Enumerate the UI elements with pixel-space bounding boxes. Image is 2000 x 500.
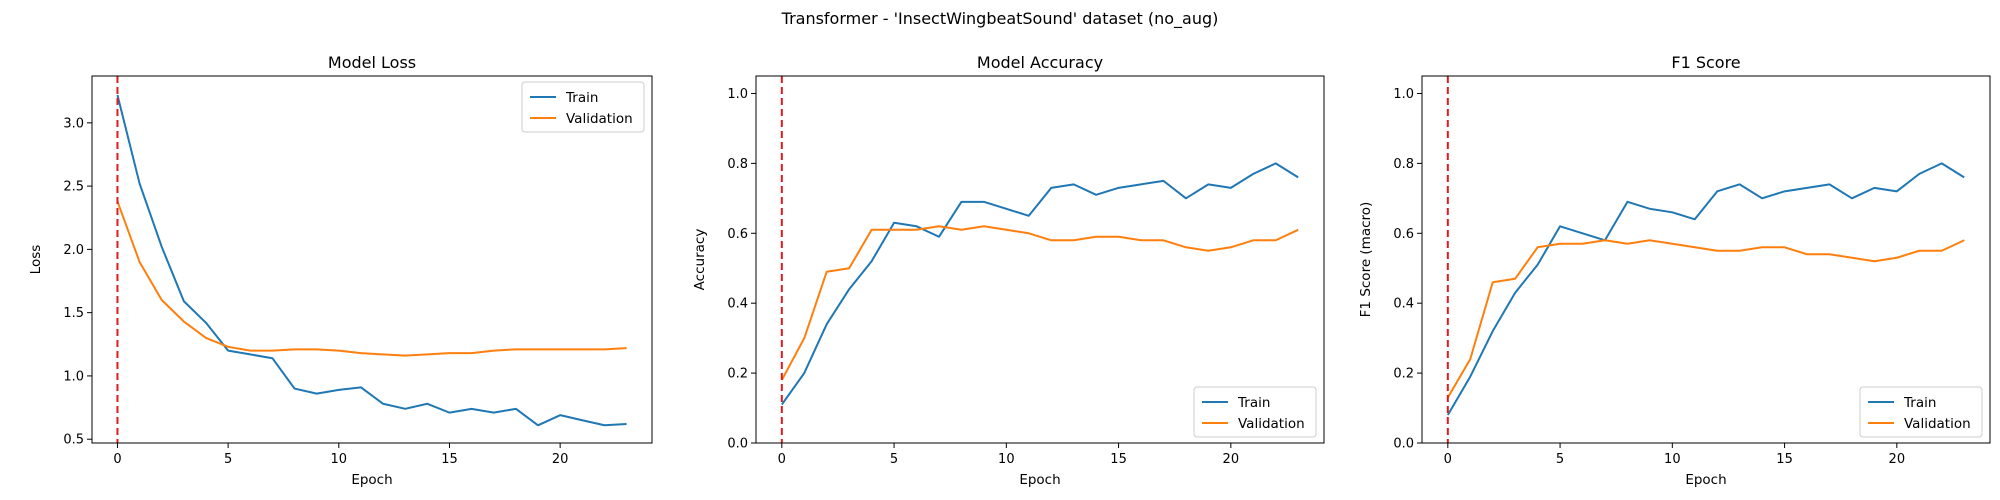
accuracy-chart: 0 5 10 15 20 0.0 0.2 0.4 0.6 0.8 1.0 Model Accurac… xyxy=(692,53,1325,488)
legend-box xyxy=(1193,386,1317,438)
y-tick-label: 2.5 xyxy=(63,180,84,195)
y-tick-label: 0.0 xyxy=(1393,437,1414,452)
figure-suptitle: Transformer - 'InsectWingbeatSound' data… xyxy=(781,9,1219,29)
plot-area: 0 5 10 15 20 0.0 0.2 0.4 0.6 0.8 1.0 xyxy=(1393,75,1991,467)
plot-area: 0 5 10 15 20 0.5 1.0 1.5 2.0 2.5 3.0 xyxy=(63,75,653,467)
y-tick-label: 0.0 xyxy=(727,437,748,452)
legend-label-train: Train xyxy=(1237,395,1270,411)
x-tick-label: 10 xyxy=(331,452,348,467)
x-tick-label: 10 xyxy=(998,452,1015,467)
x-tick-label: 0 xyxy=(778,452,786,467)
legend: Train Validation xyxy=(1193,386,1317,438)
y-tick-label: 1.0 xyxy=(63,369,84,384)
legend-label-train: Train xyxy=(565,90,598,106)
validation-line xyxy=(116,200,627,357)
x-tick-label: 0 xyxy=(113,452,121,467)
y-tick-label: 0.2 xyxy=(727,367,748,382)
y-tick-label: 0.8 xyxy=(1393,157,1414,172)
train-line xyxy=(1446,162,1965,416)
y-tick-label: 1.0 xyxy=(727,87,748,102)
y-tick-label: 0.6 xyxy=(1393,227,1414,242)
y-tick-label: 0.8 xyxy=(727,157,748,172)
legend-label-validation: Validation xyxy=(1904,416,1971,432)
axes-frame xyxy=(755,75,1325,444)
train-line xyxy=(116,94,627,427)
x-tick-label: 5 xyxy=(890,452,898,467)
y-tick-label: 0.6 xyxy=(727,227,748,242)
y-tick-label: 2.0 xyxy=(63,243,84,258)
chart-title: F1 Score xyxy=(1671,53,1740,72)
x-tick-label: 15 xyxy=(441,452,458,467)
loss-chart: 0 5 10 15 20 0.5 1.0 1.5 2.0 2.5 3.0 Model Loss Ep… xyxy=(28,53,653,488)
x-tick-label: 0 xyxy=(1444,452,1452,467)
x-axis-label: Epoch xyxy=(351,472,392,488)
x-axis-label: Epoch xyxy=(1685,472,1726,488)
f1-score-chart: 0 5 10 15 20 0.0 0.2 0.4 0.6 0.8 1.0 F1 Score Epoc… xyxy=(1358,53,1991,488)
x-tick-label: 20 xyxy=(1889,452,1906,467)
train-line xyxy=(781,162,1299,406)
y-axis-label: Accuracy xyxy=(692,229,708,291)
axes-frame xyxy=(91,75,653,444)
x-tick-label: 15 xyxy=(1776,452,1793,467)
legend-label-validation: Validation xyxy=(1238,416,1305,432)
x-tick-label: 20 xyxy=(1223,452,1240,467)
y-tick-label: 1.0 xyxy=(1393,87,1414,102)
y-axis-label: Loss xyxy=(28,245,44,275)
x-tick-label: 5 xyxy=(224,452,232,467)
validation-line xyxy=(780,225,1299,381)
y-tick-label: 0.4 xyxy=(727,297,748,312)
x-tick-label: 15 xyxy=(1110,452,1127,467)
chart-title: Model Loss xyxy=(328,53,416,72)
chart-title: Model Accuracy xyxy=(977,53,1103,72)
y-tick-label: 1.5 xyxy=(63,306,84,321)
y-tick-label: 0.2 xyxy=(1393,367,1414,382)
legend: Train Validation xyxy=(1859,386,1983,438)
x-tick-label: 20 xyxy=(552,452,569,467)
y-tick-label: 0.5 xyxy=(63,433,84,448)
legend-label-validation: Validation xyxy=(566,111,633,127)
y-tick-label: 3.0 xyxy=(63,116,84,131)
x-tick-label: 10 xyxy=(1664,452,1681,467)
y-tick-label: 0.4 xyxy=(1393,297,1414,312)
axes-frame xyxy=(1421,75,1991,444)
x-axis-label: Epoch xyxy=(1019,472,1060,488)
x-tick-label: 5 xyxy=(1556,452,1564,467)
legend-label-train: Train xyxy=(1903,395,1936,411)
plot-area: 0 5 10 15 20 0.0 0.2 0.4 0.6 0.8 1.0 xyxy=(727,75,1325,467)
legend-box xyxy=(521,81,645,133)
legend-box xyxy=(1859,386,1983,438)
legend: Train Validation xyxy=(521,81,645,133)
y-axis-label: F1 Score (macro) xyxy=(1358,202,1374,318)
validation-line xyxy=(1446,239,1965,399)
